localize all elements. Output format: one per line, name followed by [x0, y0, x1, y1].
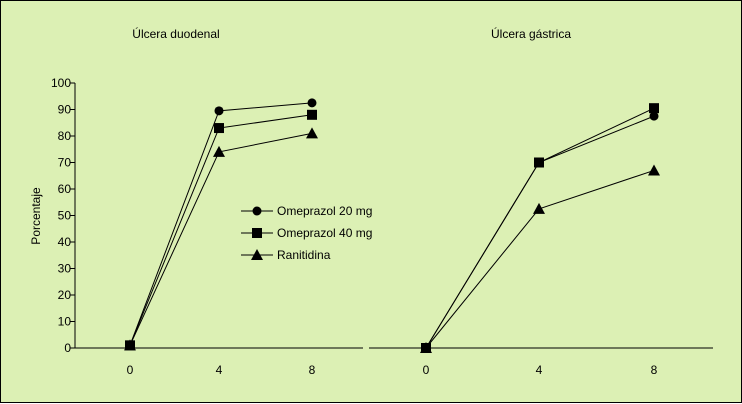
- data-point-gastric-triangle: [648, 164, 660, 176]
- y-tick-label: 30: [58, 262, 72, 276]
- x-tick-label-gastric: 0: [423, 363, 430, 377]
- y-tick-label: 20: [58, 288, 72, 302]
- data-point-duodenal-triangle: [213, 145, 225, 157]
- x-tick-label-gastric: 8: [651, 363, 658, 377]
- series-line-gastric-triangle: [425, 169, 655, 349]
- series-line-gastric-circle: [425, 115, 655, 349]
- y-tick-label: 100: [51, 76, 71, 90]
- y-tick-label: 40: [58, 235, 72, 249]
- data-point-duodenal-circle: [214, 106, 224, 116]
- data-point-duodenal-triangle: [306, 127, 318, 139]
- data-point-gastric-triangle: [420, 342, 432, 353]
- legend-label: Omeprazol 20 mg: [277, 204, 372, 218]
- x-tick-label-duodenal: 0: [127, 363, 134, 377]
- legend-label: Omeprazol 40 mg: [277, 226, 372, 240]
- x-tick-label-duodenal: 8: [309, 363, 316, 377]
- data-point-duodenal-square: [214, 123, 224, 134]
- data-point-gastric-square: [649, 103, 659, 114]
- y-tick-label: 70: [58, 156, 72, 170]
- y-tick-label: 90: [58, 103, 72, 117]
- y-tick-label: 0: [64, 341, 71, 355]
- series-line-gastric-square: [425, 107, 655, 349]
- y-tick-label: 60: [58, 182, 72, 196]
- y-tick-label: 10: [58, 315, 72, 329]
- legend-marker-triangle: [251, 249, 263, 260]
- legend-label: Ranitidina: [277, 248, 331, 262]
- y-tick-label: 50: [58, 209, 72, 223]
- data-point-duodenal-triangle: [124, 339, 136, 351]
- x-tick-label-gastric: 4: [536, 363, 543, 377]
- y-tick-label: 80: [58, 129, 72, 143]
- data-point-gastric-triangle: [533, 202, 545, 214]
- data-point-duodenal-circle: [307, 98, 317, 108]
- data-point-duodenal-square: [307, 109, 317, 120]
- x-tick-label-duodenal: 4: [216, 363, 223, 377]
- legend-marker-square: [252, 228, 262, 238]
- data-point-gastric-square: [534, 157, 544, 168]
- panel-title-duodenal: Úlcera duodenal: [132, 26, 219, 41]
- y-axis-label: Porcentaje: [29, 187, 43, 245]
- legend-marker-circle: [252, 206, 262, 216]
- panel-title-gastric: Úlcera gástrica: [491, 26, 571, 41]
- data-point-gastric-circle: [649, 111, 659, 121]
